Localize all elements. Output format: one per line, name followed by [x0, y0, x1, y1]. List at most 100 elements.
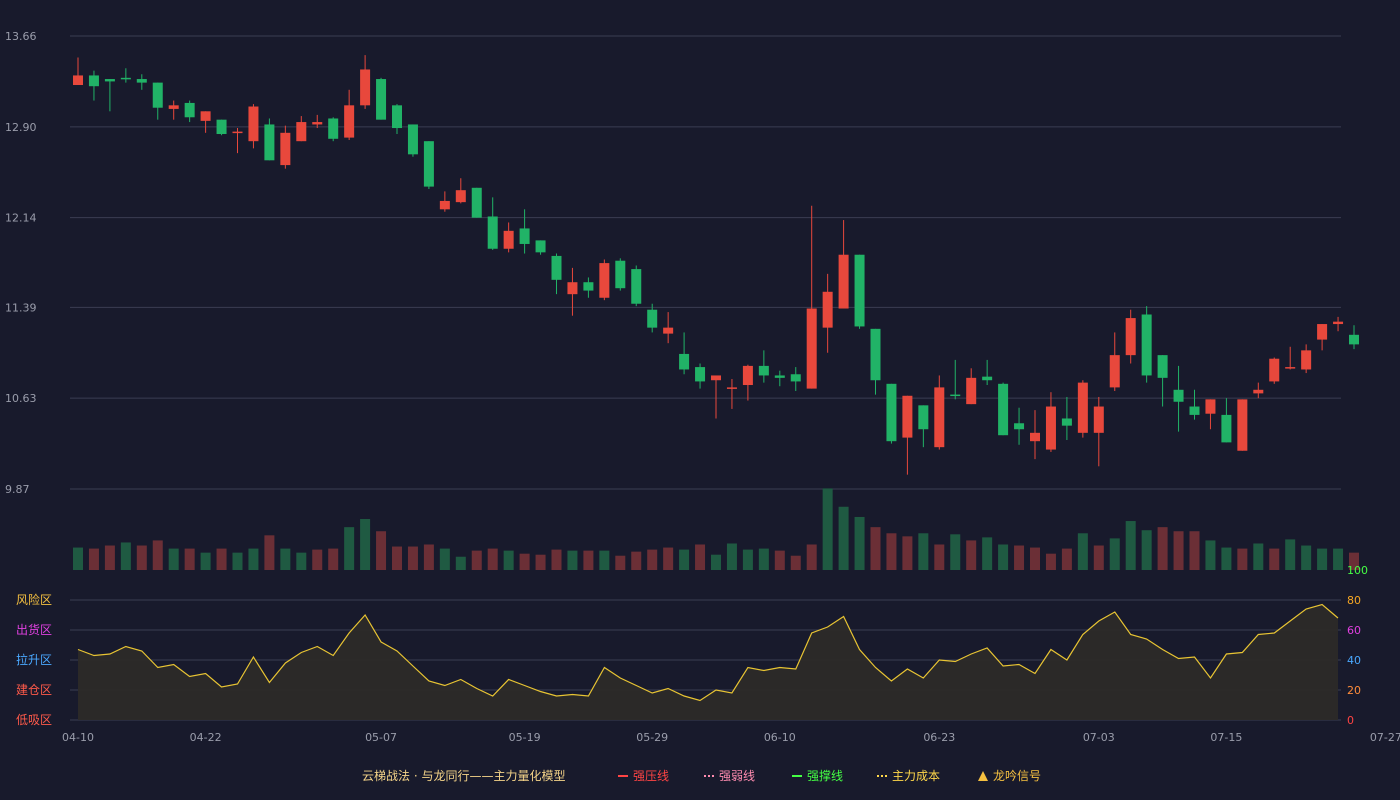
- volume-bar: [1205, 540, 1216, 570]
- indicator-series: [77, 603, 1339, 720]
- candle-body: [790, 374, 801, 382]
- price-tick-label: 12.14: [5, 212, 37, 225]
- date-tick-label: 07-27: [1370, 731, 1400, 744]
- volume-bar: [1269, 548, 1280, 570]
- volume-bar: [1237, 548, 1248, 570]
- volume-bar: [631, 551, 642, 570]
- candle-body: [455, 190, 466, 203]
- price-tick-label: 10.63: [5, 392, 37, 405]
- legend-item[interactable]: 主力成本: [877, 769, 940, 783]
- volume-bar: [950, 534, 961, 570]
- volume-bar: [1317, 548, 1328, 570]
- volume-bar: [1045, 553, 1056, 570]
- candle-body: [1269, 358, 1280, 382]
- volume-bar: [439, 548, 450, 570]
- legend-item[interactable]: 龙吟信号: [978, 768, 1041, 783]
- candle-body: [1349, 334, 1359, 345]
- candle-body: [168, 105, 179, 109]
- indicator-line: [77, 603, 1339, 702]
- candle-body: [152, 82, 163, 108]
- candle-body: [1157, 355, 1168, 378]
- volume-bar: [647, 549, 658, 570]
- volume-bar: [280, 548, 291, 570]
- indicator-area: [78, 604, 1338, 720]
- candle-body: [487, 216, 498, 249]
- candle-body: [966, 377, 977, 405]
- candle-body: [551, 255, 562, 280]
- candle-body: [1237, 399, 1248, 451]
- volume-bar: [870, 527, 881, 570]
- volume-bar: [328, 548, 339, 570]
- candle-body: [88, 75, 99, 87]
- candle-body: [503, 230, 514, 249]
- indicator-tick-label: 80: [1347, 594, 1361, 607]
- candle-body: [519, 228, 530, 244]
- candle-body: [822, 291, 833, 328]
- candle-body: [232, 131, 243, 134]
- volume-bar: [519, 553, 530, 570]
- candlestick-series: [73, 55, 1359, 475]
- legend-triangle-icon: [978, 771, 988, 781]
- volume-bar: [806, 544, 817, 570]
- legend[interactable]: 云梯战法 · 与龙同行——主力量化模型 强压线 强弱线 强撑线 主力成本 龙吟信号: [362, 768, 1041, 783]
- candle-body: [1125, 318, 1136, 356]
- date-tick-label: 07-15: [1210, 731, 1242, 744]
- candle-body: [615, 260, 626, 289]
- volume-bar: [918, 533, 929, 570]
- volume-bar: [726, 543, 737, 570]
- candle-body: [758, 365, 769, 376]
- volume-bar: [998, 544, 1009, 570]
- candle-body: [1109, 355, 1120, 388]
- candle-body: [1045, 406, 1056, 450]
- volume-bar: [1141, 530, 1152, 570]
- legend-item[interactable]: 强撑线: [792, 768, 843, 783]
- candle-body: [376, 79, 387, 120]
- volume-bar: [679, 549, 690, 570]
- volume-bar: [136, 545, 147, 570]
- legend-item[interactable]: 云梯战法 · 与龙同行——主力量化模型: [362, 769, 565, 783]
- candle-body: [344, 105, 355, 138]
- candle-body: [567, 282, 578, 295]
- legend-label: 强弱线: [719, 769, 755, 783]
- volume-bar: [1173, 531, 1184, 570]
- volume-bar: [503, 550, 514, 570]
- volume-bar: [1077, 533, 1088, 570]
- candle-body: [1077, 382, 1088, 433]
- candle-body: [1205, 399, 1216, 414]
- candle-body: [1333, 321, 1344, 325]
- zone-label: 风险区: [16, 592, 52, 607]
- date-tick-label: 07-03: [1083, 731, 1115, 744]
- candle-body: [423, 141, 434, 187]
- candle-body: [1093, 406, 1104, 433]
- zone-label: 拉升区: [16, 652, 52, 667]
- volume-bar: [1285, 539, 1296, 570]
- volume-bar: [982, 537, 993, 570]
- candle-body: [392, 105, 402, 129]
- volume-bar: [104, 545, 115, 570]
- candle-body: [902, 395, 913, 438]
- candle-body: [583, 282, 594, 291]
- volume-bar: [120, 542, 131, 570]
- volume-bar: [1349, 552, 1359, 570]
- candle-body: [535, 240, 546, 253]
- legend-item[interactable]: 强压线: [618, 769, 669, 783]
- candle-body: [806, 308, 817, 389]
- indicator-tick-label: 100: [1347, 564, 1368, 577]
- candle-body: [73, 75, 83, 86]
- candle-body: [647, 309, 658, 328]
- volume-bar: [838, 506, 849, 570]
- candle-body: [695, 367, 706, 382]
- volume-bar: [742, 549, 753, 570]
- candle-body: [360, 69, 371, 106]
- candle-body: [200, 111, 211, 121]
- volume-bar: [1157, 527, 1168, 570]
- volume-bar: [264, 535, 275, 570]
- volume-bar: [758, 548, 769, 570]
- volume-series: [73, 488, 1359, 570]
- volume-bar: [232, 552, 243, 570]
- candle-body: [1173, 389, 1184, 402]
- price-tick-label: 13.66: [5, 30, 37, 43]
- volume-bar: [216, 548, 227, 570]
- legend-item[interactable]: 强弱线: [704, 769, 755, 783]
- volume-bar: [152, 540, 163, 570]
